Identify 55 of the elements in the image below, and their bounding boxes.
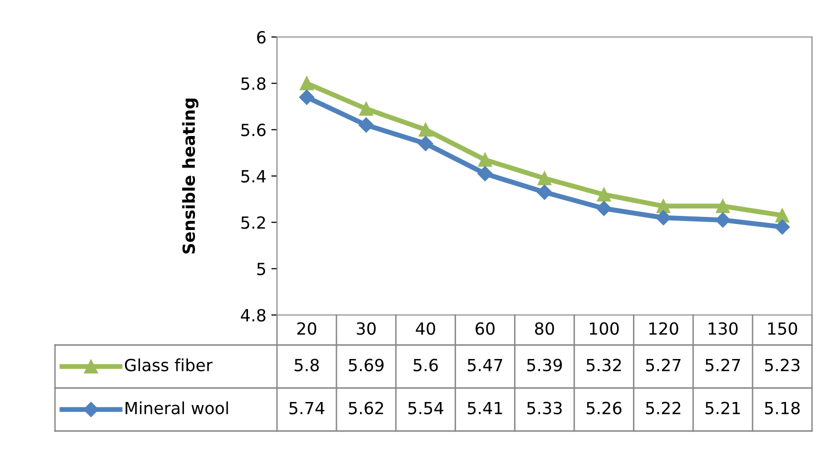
y-tick-label: 5 [257,262,266,276]
data-label: 5.26 [586,402,622,414]
data-label: 5.32 [586,358,621,372]
x-tick-label: 20 [297,322,316,335]
y-tick-label: 5.6 [241,124,266,136]
data-label: 5.18 [765,402,800,414]
point [775,208,790,222]
point [656,210,671,226]
data-label: 5.8 [294,358,319,372]
x-tick-label: 30 [356,322,376,335]
point [477,166,493,182]
point [774,219,790,235]
y-tick-label: 5.2 [241,216,265,229]
point [536,184,552,200]
data-label: 5.33 [527,402,562,414]
point [358,117,374,133]
data-label: 5.74 [289,402,324,414]
data-label: 5.27 [646,358,681,372]
point [597,188,611,202]
point [656,199,670,214]
data-label: 5.39 [527,358,562,372]
legend-label: Mineral wool [126,401,228,414]
data-label: 5.47 [468,358,502,372]
y-tick-label: 4.8 [240,308,266,322]
x-tick-label: 40 [416,322,436,335]
y-tick-label: 5.4 [241,170,266,183]
legend-label: Glass fiber [124,358,213,372]
point [596,200,612,216]
data-label: 5.21 [706,402,740,414]
x-tick-label: 120 [649,322,678,335]
point [538,171,552,186]
data-label: 5.23 [765,358,800,372]
point [359,102,374,116]
data-label: 5.54 [408,402,444,414]
x-tick-label: 150 [768,322,798,335]
point [478,152,492,167]
data-label: 5.27 [706,358,740,372]
data-label: 5.62 [348,402,384,414]
point [299,90,314,105]
x-tick-label: 100 [590,322,619,335]
x-tick-label: 60 [476,322,495,335]
x-tick-label: 80 [535,322,554,335]
data-label: 5.41 [468,402,502,414]
y-tick-label: 5.8 [241,77,266,90]
y-tick-label: 6 [257,30,266,44]
point [418,136,434,152]
point [716,199,730,214]
point [715,212,730,228]
data-label: 5.22 [646,402,680,414]
x-tick-label: 130 [708,322,738,335]
data-label: 5.6 [414,358,438,372]
point [418,122,433,137]
y-axis-title: Sensible heating [182,98,198,254]
data-label: 5.69 [348,358,384,372]
point [300,76,314,90]
